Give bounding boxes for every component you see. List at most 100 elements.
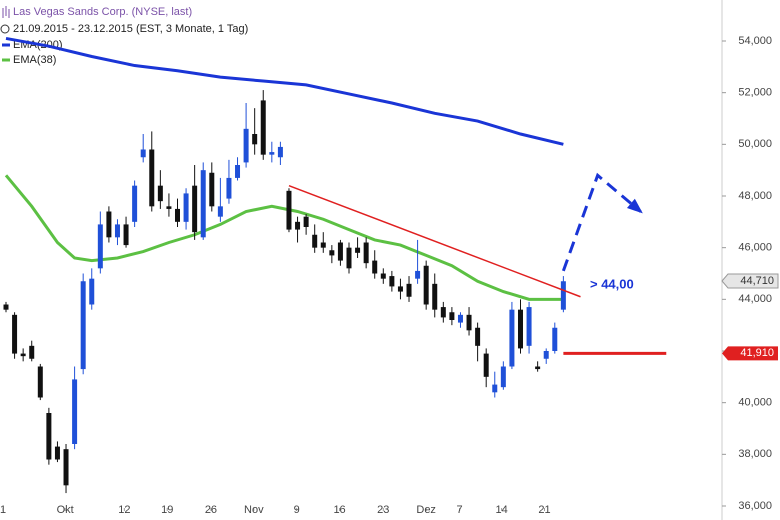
y-tick-label: 54,000 <box>738 35 772 47</box>
candle-body <box>457 314 463 323</box>
y-tick-label: 52,000 <box>738 87 772 99</box>
candle-body <box>123 224 129 246</box>
candle-body <box>183 193 189 222</box>
y-tick-label: 48,000 <box>738 190 772 202</box>
candle-body <box>20 353 26 357</box>
candle-body <box>526 307 532 346</box>
candle-body <box>235 165 241 178</box>
candle-body <box>355 247 361 253</box>
candle-body <box>432 283 438 310</box>
candle-body <box>483 353 489 377</box>
candle-body <box>303 216 309 227</box>
price-tag-label: 41,910 <box>740 347 774 359</box>
candle-body <box>509 309 515 367</box>
arrow-head <box>626 198 643 214</box>
candle-body <box>415 270 421 279</box>
legend-label: EMA(38) <box>13 54 56 66</box>
candle-body <box>389 276 395 287</box>
clock-icon <box>0 24 10 34</box>
candle-body <box>440 307 446 318</box>
candle-body <box>423 265 429 305</box>
candle-body <box>320 242 326 248</box>
candle-body <box>80 281 86 370</box>
candle-body <box>132 185 138 222</box>
candle-body <box>329 250 335 256</box>
y-tick-label: 36,000 <box>738 500 772 512</box>
trendline <box>288 184 581 298</box>
candle-body <box>174 208 180 222</box>
candle-body <box>286 190 292 230</box>
candle-body <box>63 449 69 486</box>
candle-body <box>449 312 455 320</box>
candle-body <box>406 283 412 297</box>
y-tick-label: 44,000 <box>738 293 772 305</box>
candle-body <box>3 304 9 310</box>
candle-body <box>12 314 18 354</box>
candle-body <box>312 234 318 248</box>
candle-body <box>200 170 206 238</box>
x-tick-label: Okt <box>57 504 74 516</box>
candle-body <box>560 281 566 310</box>
candle-body <box>226 177 232 199</box>
x-tick-label: 1 <box>0 504 6 516</box>
candle-body <box>269 152 275 155</box>
candle-body <box>397 286 403 292</box>
chart-title: Las Vegas Sands Corp. (NYSE, last) <box>13 6 192 18</box>
candle-body <box>475 327 481 346</box>
projection-arrow <box>561 172 642 272</box>
candle-body <box>252 134 258 145</box>
candle-body <box>157 185 163 202</box>
price-tag-label: 44,710 <box>740 275 774 287</box>
chart-subtitle: 21.09.2015 - 23.12.2015 (EST, 3 Monate, … <box>13 23 248 35</box>
y-tick-label: 40,000 <box>738 397 772 409</box>
candle-body <box>543 351 549 359</box>
candle-body <box>29 345 35 359</box>
x-tick-label: Nov <box>244 504 264 516</box>
x-tick-label: 7 <box>457 504 463 516</box>
x-tick-label: Dez <box>416 504 436 516</box>
ema-line <box>4 174 564 301</box>
candle-body <box>140 149 146 158</box>
candle-body <box>346 247 352 269</box>
candle-body <box>46 413 52 460</box>
candle-body <box>466 314 472 331</box>
candle-body <box>114 224 120 238</box>
header-icon <box>2 6 10 18</box>
x-tick-label: 9 <box>294 504 300 516</box>
candle-body <box>380 273 386 279</box>
candle-body <box>149 149 155 207</box>
x-tick-label: 26 <box>205 504 217 516</box>
candle-body <box>260 100 266 155</box>
y-tick-label: 38,000 <box>738 448 772 460</box>
y-tick-label: 50,000 <box>738 138 772 150</box>
x-tick-label: 16 <box>333 504 345 516</box>
x-tick-label: 21 <box>538 504 550 516</box>
candle-body <box>54 446 60 460</box>
candle-body <box>552 327 558 351</box>
candle-body <box>277 146 283 158</box>
price-tag <box>721 273 779 289</box>
candle-body <box>363 242 369 264</box>
candle-body <box>535 366 541 370</box>
candle-body <box>337 242 343 261</box>
x-tick-label: 23 <box>377 504 389 516</box>
candle-body <box>97 224 103 269</box>
candle-body <box>37 366 43 398</box>
candle-body <box>192 185 198 233</box>
candle-body <box>243 128 249 163</box>
candle-body <box>166 206 172 209</box>
target-label: > 44,00 <box>590 276 634 291</box>
candle-body <box>492 384 498 393</box>
candle-body <box>72 379 78 444</box>
x-tick-label: 12 <box>118 504 130 516</box>
candle-body <box>106 211 112 238</box>
candle-body <box>209 172 215 207</box>
candle-body <box>89 278 95 305</box>
y-tick-label: 46,000 <box>738 242 772 254</box>
x-tick-label: 19 <box>161 504 173 516</box>
ema-line <box>5 36 564 146</box>
candle-body <box>295 221 301 230</box>
price-tag <box>722 346 778 361</box>
